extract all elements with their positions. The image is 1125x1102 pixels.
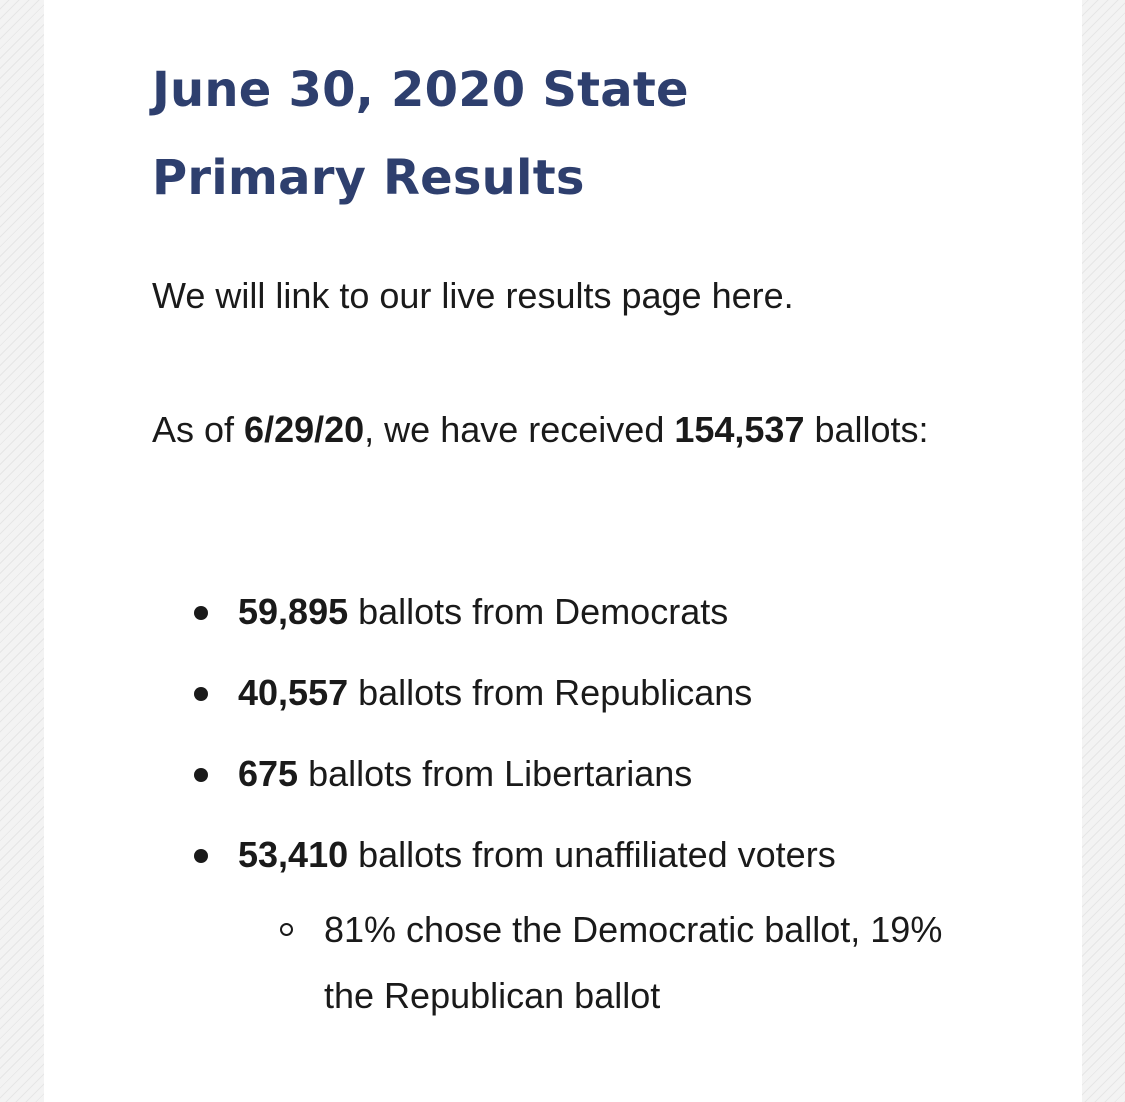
hollow-bullet-icon (280, 923, 293, 936)
ballot-summary: As of 6/29/20, we have received 154,537 … (152, 396, 952, 464)
list-item-democrats: 59,895 ballots from Democrats (152, 590, 964, 634)
count-democrats: 59,895 (238, 591, 349, 632)
bullet-icon (194, 687, 208, 701)
unaffiliated-split-text: 81% chose the Democratic ballot, 19% the… (324, 909, 943, 1016)
bullet-icon (194, 606, 208, 620)
page-title: June 30, 2020 State Primary Results (152, 62, 689, 206)
sub-list-item: 81% chose the Democratic ballot, 19% the… (238, 897, 964, 1029)
content-card: June 30, 2020 State Primary Results We w… (44, 0, 1082, 1102)
intro-text: We will link to our live results page he… (152, 275, 794, 316)
summary-middle: , we have received (364, 409, 675, 450)
list-item-libertarians: 675 ballots from Libertarians (152, 752, 964, 796)
list-item-unaffiliated: 53,410 ballots from unaffiliated voters … (152, 833, 964, 1029)
count-unaffiliated: 53,410 (238, 834, 349, 875)
unaffiliated-sublist: 81% chose the Democratic ballot, 19% the… (238, 897, 964, 1029)
list-item-republicans: 40,557 ballots from Republicans (152, 671, 964, 715)
label-republicans: ballots from Republicans (348, 672, 753, 713)
label-libertarians: ballots from Libertarians (298, 753, 693, 794)
label-democrats: ballots from Democrats (348, 591, 729, 632)
summary-total: 154,537 (674, 409, 805, 450)
bullet-icon (194, 768, 208, 782)
summary-prefix: As of (152, 409, 245, 450)
bullet-icon (194, 849, 208, 863)
summary-suffix: ballots: (804, 409, 929, 450)
count-republicans: 40,557 (238, 672, 349, 713)
count-libertarians: 675 (238, 753, 299, 794)
label-unaffiliated: ballots from unaffiliated voters (348, 834, 836, 875)
ballot-breakdown-list: 59,895 ballots from Democrats 40,557 bal… (152, 590, 964, 1029)
summary-date: 6/29/20 (244, 409, 365, 450)
